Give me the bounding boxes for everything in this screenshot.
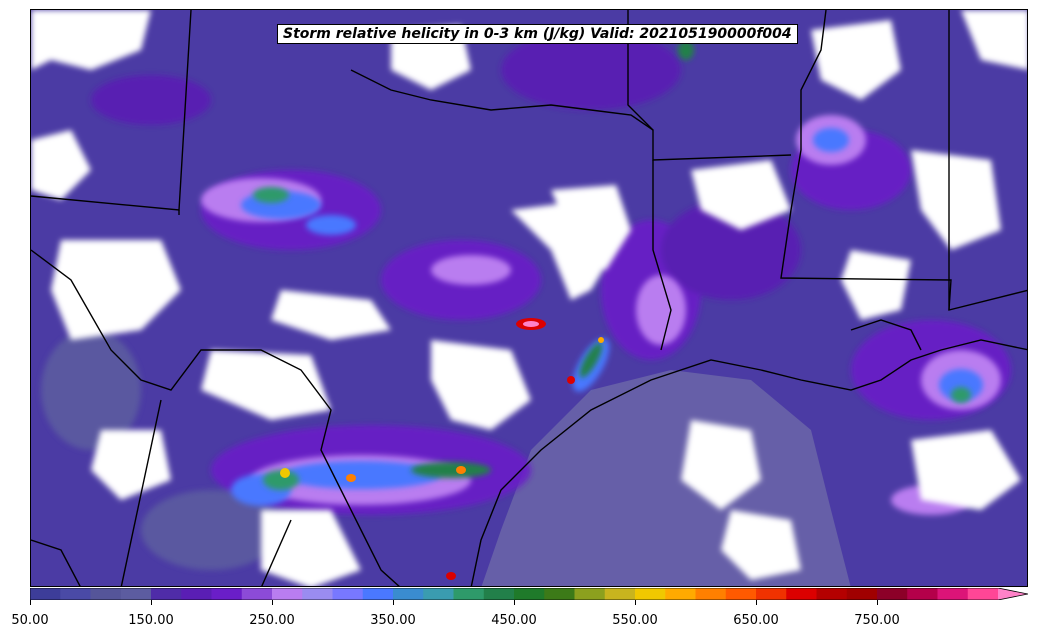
colorbar-segment (30, 588, 61, 600)
colorbar-extend-arrow (998, 588, 1028, 600)
colorbar-segment (514, 588, 545, 600)
colorbar (30, 588, 1028, 600)
colorbar-segment (120, 588, 152, 600)
colorbar-tick-labels: 50.00 150.00 250.00 350.00 450.00 550.00 650.0… (0, 600, 1037, 630)
colorbar-tick-mark (756, 600, 757, 605)
colorbar-segment (362, 588, 394, 600)
colorbar-segment (453, 588, 485, 600)
colorbar-segment (967, 588, 999, 600)
colorbar-segment (272, 588, 303, 600)
colorbar-tick-mark (877, 600, 878, 605)
colorbar-segment (332, 588, 364, 600)
map-panel: Storm relative helicity in 0-3 km (J/kg)… (30, 9, 1028, 587)
colorbar-segment (907, 588, 938, 600)
colorbar-tick-label: 150.00 (128, 613, 174, 628)
map-title: Storm relative helicity in 0-3 km (J/kg)… (277, 24, 798, 44)
colorbar-segment (211, 588, 243, 600)
colorbar-tick-label: 250.00 (249, 613, 295, 628)
colorbar-segment (937, 588, 969, 600)
colorbar-segment (483, 588, 515, 600)
colorbar-segment (574, 588, 606, 600)
colorbar-outline (30, 588, 1028, 600)
helicity-hot-cores (280, 318, 604, 580)
colorbar-tick-mark (635, 600, 636, 605)
colorbar-tick-label: 550.00 (612, 613, 658, 628)
colorbar-tick-label: 450.00 (491, 613, 537, 628)
colorbar-segment (635, 588, 666, 600)
colorbar-segment (604, 588, 636, 600)
colorbar-segment (241, 588, 273, 600)
helicity-green-cores (253, 40, 971, 490)
colorbar-tick-mark (272, 600, 273, 605)
colorbar-tick-label: 50.00 (11, 613, 49, 628)
helicity-white-regions (31, 10, 1027, 586)
colorbar-tick-label: 350.00 (370, 613, 416, 628)
colorbar-segment (877, 588, 908, 600)
colorbar-segment (423, 588, 454, 600)
colorbar-tick-label: 750.00 (854, 613, 900, 628)
colorbar-tick-mark (393, 600, 394, 605)
colorbar-segment (756, 588, 787, 600)
colorbar-segment (393, 588, 424, 600)
colorbar-segment (725, 588, 757, 600)
colorbar-segment (544, 588, 575, 600)
colorbar-tick-label: 650.00 (733, 613, 779, 628)
colorbar-segment (60, 588, 91, 600)
colorbar-segment (846, 588, 878, 600)
colorbar-segment (90, 588, 122, 600)
colorbar-segment (695, 588, 727, 600)
colorbar-segment (816, 588, 848, 600)
colorbar-segment (786, 588, 817, 600)
colorbar-segment (151, 588, 182, 600)
colorbar-tick-mark (514, 600, 515, 605)
colorbar-tick-mark (151, 600, 152, 605)
political-borders (31, 10, 1027, 586)
colorbar-segment (302, 588, 333, 600)
colorbar-tick-mark (30, 600, 31, 605)
helicity-map (31, 10, 1027, 586)
colorbar-segment (665, 588, 696, 600)
colorbar-segment (181, 588, 212, 600)
